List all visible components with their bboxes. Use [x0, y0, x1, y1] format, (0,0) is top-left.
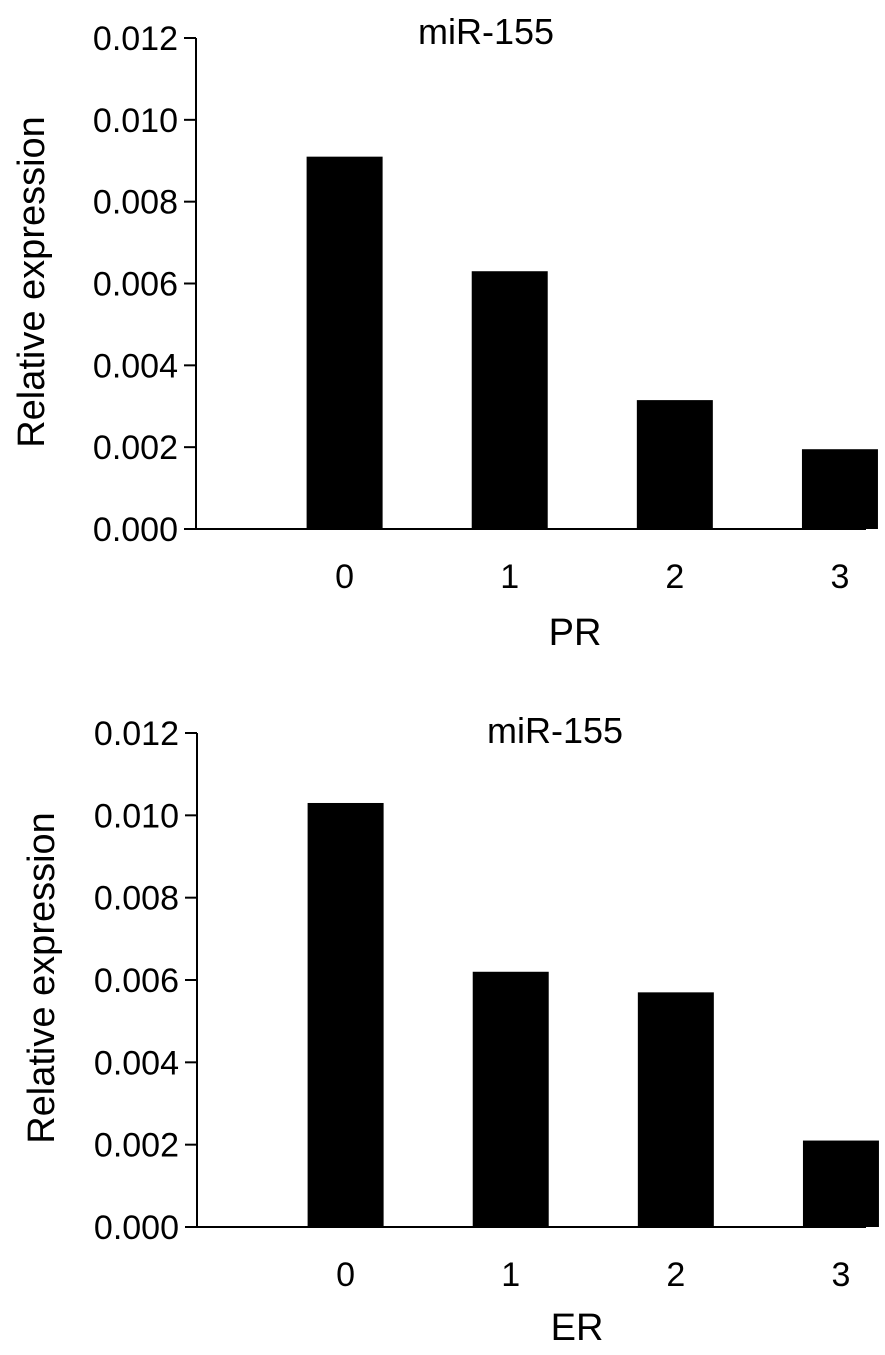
x-ticks: 0 1 2 3 [335, 558, 849, 596]
y-axis-title: Relative expression [21, 812, 63, 1144]
bar-3 [802, 1140, 879, 1227]
bar-3 [801, 449, 878, 529]
bar-1 [472, 971, 549, 1227]
x-axis-title: PR [549, 612, 602, 654]
bars [306, 156, 878, 530]
y-tick-label: 0.008 [94, 880, 179, 918]
x-tick-label: 0 [336, 1256, 355, 1294]
bar-2 [636, 400, 713, 529]
chart-title: miR-155 [418, 11, 554, 52]
x-tick-label: 3 [831, 1256, 850, 1294]
bars [307, 802, 879, 1227]
y-ticks: 0.000 0.002 0.004 0.006 0.008 0.010 0.012 [93, 20, 196, 549]
x-tick-label: 1 [501, 1256, 520, 1294]
pr-bar-chart: miR-155 Relative expression PR 0.0000.00… [11, 11, 878, 654]
x-ticks: 0 1 2 3 [336, 1256, 850, 1294]
x-tick-label: 1 [500, 558, 519, 596]
y-ticks: 0.000 0.002 0.004 0.006 0.008 0.010 0.012 [94, 715, 197, 1247]
x-tick-label: 2 [666, 1256, 685, 1294]
er-bar-chart: miR-155 Relative expression ER 0.0000.00… [21, 710, 879, 1349]
y-tick-label: 0.010 [94, 797, 179, 835]
chart-title: miR-155 [487, 710, 623, 751]
y-tick-label: 0.008 [93, 184, 178, 222]
bar-0 [306, 156, 383, 530]
y-tick-label: 0.012 [93, 20, 178, 58]
x-tick-label: 3 [830, 558, 849, 596]
x-axis-title: ER [551, 1307, 604, 1349]
y-tick-label: 0.000 [94, 1209, 179, 1247]
y-tick-label: 0.010 [93, 102, 178, 140]
y-tick-label: 0.004 [94, 1044, 179, 1082]
x-tick-label: 0 [335, 558, 354, 596]
bar-0 [307, 802, 384, 1227]
y-tick-label: 0.012 [94, 715, 179, 753]
y-tick-label: 0.006 [93, 266, 178, 304]
y-tick-label: 0.002 [93, 429, 178, 467]
x-tick-label: 2 [665, 558, 684, 596]
bar-1 [471, 271, 548, 529]
y-axis-title: Relative expression [11, 116, 53, 448]
bar-2 [637, 992, 714, 1227]
y-tick-label: 0.002 [94, 1127, 179, 1165]
y-tick-label: 0.004 [93, 347, 178, 385]
y-tick-label: 0.006 [94, 962, 179, 1000]
y-tick-label: 0.000 [93, 511, 178, 549]
